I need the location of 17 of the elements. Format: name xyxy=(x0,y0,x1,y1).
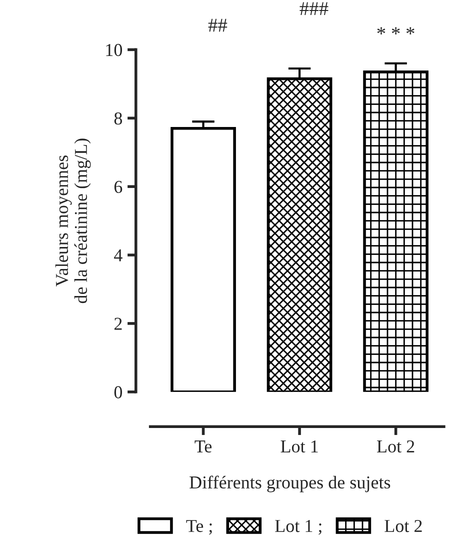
y-tick-label: 10 xyxy=(106,44,122,56)
legend-label: Te ; xyxy=(186,520,212,535)
y-tick-label: 6 xyxy=(114,180,122,194)
x-tick-label: Lot 2 xyxy=(377,440,414,453)
y-tick-label: 8 xyxy=(114,112,122,125)
y-axis-title: Valeurs moyennes de la créatinine (mg/L) xyxy=(55,138,91,304)
text: ## xyxy=(208,18,228,32)
x-tick-label: Lot 1 xyxy=(280,440,318,453)
legend-label: Lot 1 ; xyxy=(275,520,322,535)
y-tick-label: 0 xyxy=(114,386,122,398)
text: * * * xyxy=(377,27,414,34)
legend-label: Lot 2 xyxy=(384,520,422,532)
y-tick-label: 2 xyxy=(114,318,122,330)
text: ### xyxy=(300,2,328,15)
x-axis-title: Différents groupes de sujets xyxy=(190,476,390,492)
x-tick-label: Te xyxy=(194,440,212,453)
y-tick-label: 4 xyxy=(114,249,122,262)
